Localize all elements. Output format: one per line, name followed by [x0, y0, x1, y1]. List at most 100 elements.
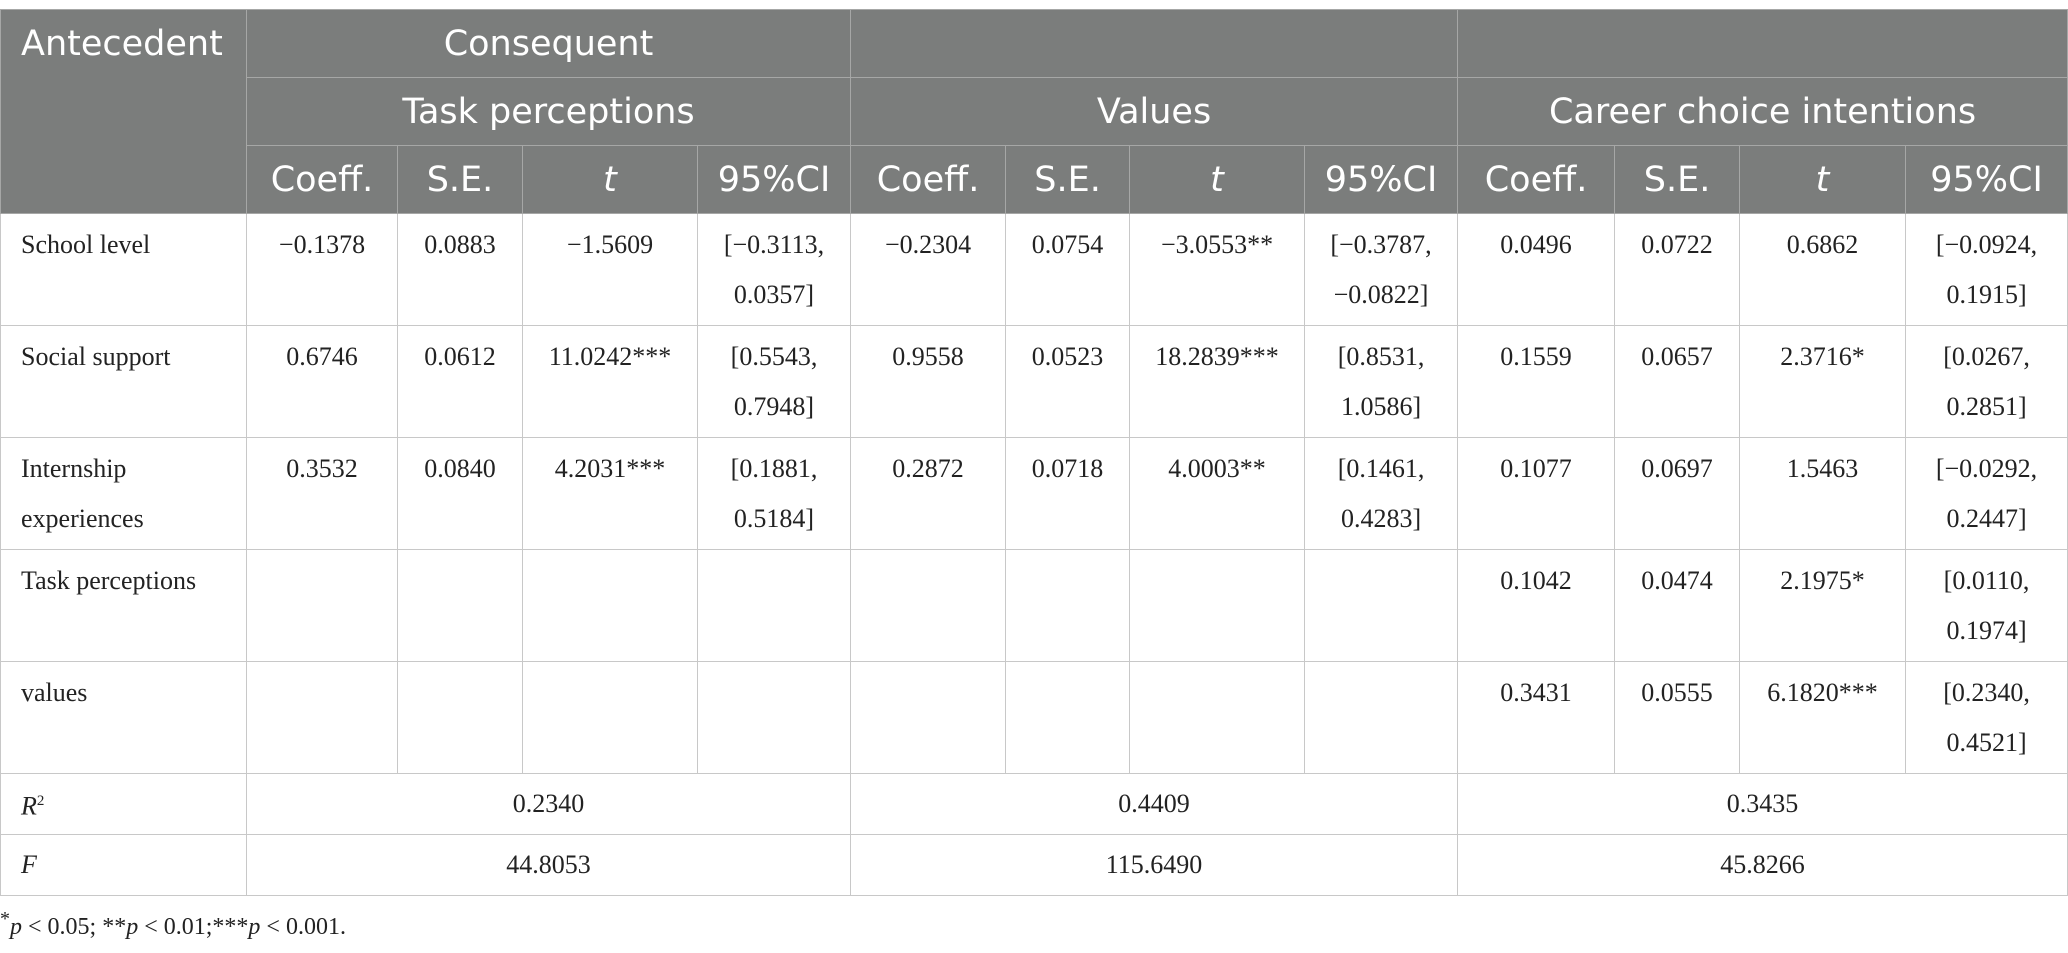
cell-empty — [1005, 549, 1131, 662]
cell-ci: [−0.3113, 0.0357] — [696, 213, 852, 326]
cell-ci: [−0.3787, −0.0822] — [1304, 213, 1459, 326]
row-label: Internship experiences — [0, 437, 247, 550]
cell-ci: [−0.0292, 0.2447] — [1905, 437, 2068, 550]
row-label: Social support — [0, 325, 247, 438]
col-header-se: S.E. — [1614, 145, 1741, 214]
cell-t: 18.2839*** — [1129, 325, 1306, 438]
r-squared-label: R2 — [0, 773, 247, 835]
cell-ci: [0.1461, 0.4283] — [1304, 437, 1459, 550]
cell-se: 0.0754 — [1005, 213, 1131, 326]
cell-ci: [−0.0924, 0.1915] — [1905, 213, 2068, 326]
cell-empty — [696, 661, 852, 774]
cell-empty — [397, 549, 523, 662]
cell-coeff: −0.1378 — [246, 213, 398, 326]
consequent-header: Consequent — [245, 9, 852, 78]
cell-t: −1.5609 — [522, 213, 698, 326]
group-header-task-perceptions: Task perceptions — [245, 77, 852, 146]
cell-se: 0.0722 — [1614, 213, 1741, 326]
col-header-coeff: Coeff. — [1457, 145, 1616, 214]
cell-t: 4.2031*** — [522, 437, 698, 550]
cell-t: 2.1975* — [1739, 549, 1907, 662]
cell-t: 6.1820*** — [1739, 661, 1907, 774]
cell-coeff: 0.1077 — [1457, 437, 1616, 550]
cell-empty — [1304, 549, 1459, 662]
table-footnote: *p < 0.05; **p < 0.01;***p < 0.001. — [0, 908, 346, 940]
cell-se: 0.0883 — [397, 213, 523, 326]
cell-coeff: 0.6746 — [246, 325, 398, 438]
col-header-t: t — [1129, 145, 1306, 214]
col-header-coeff: Coeff. — [246, 145, 398, 214]
col-header-ci: 95%CI — [1304, 145, 1459, 214]
cell-t: 2.3716* — [1739, 325, 1907, 438]
cell-coeff: 0.3532 — [246, 437, 398, 550]
cell-se: 0.0657 — [1614, 325, 1741, 438]
f-stat-values: 115.6490 — [850, 834, 1459, 896]
group-header-values: Values — [850, 77, 1459, 146]
cell-t: 1.5463 — [1739, 437, 1907, 550]
cell-empty — [397, 661, 523, 774]
cell-empty — [1304, 661, 1459, 774]
cell-empty — [1129, 549, 1306, 662]
cell-empty — [1129, 661, 1306, 774]
col-header-se: S.E. — [1005, 145, 1131, 214]
cell-coeff: 0.1559 — [1457, 325, 1616, 438]
cell-empty — [522, 661, 698, 774]
col-header-ci: 95%CI — [1905, 145, 2068, 214]
cell-empty — [1005, 661, 1131, 774]
cell-empty — [246, 661, 398, 774]
cell-ci: [0.0110, 0.1974] — [1905, 549, 2068, 662]
cell-coeff: −0.2304 — [850, 213, 1007, 326]
col-header-t: t — [1739, 145, 1907, 214]
cell-t: 4.0003** — [1129, 437, 1306, 550]
cell-coeff: 0.3431 — [1457, 661, 1616, 774]
cell-ci: [0.0267, 0.2851] — [1905, 325, 2068, 438]
cell-empty — [246, 549, 398, 662]
f-stat-career: 45.8266 — [1457, 834, 2068, 896]
header-blank-cell — [850, 9, 1459, 78]
row-label: values — [0, 661, 247, 774]
r-squared-career: 0.3435 — [1457, 773, 2068, 835]
col-header-t: t — [522, 145, 698, 214]
table-header: Antecedent Consequent Task perceptions V… — [0, 9, 2068, 214]
cell-coeff: 0.0496 — [1457, 213, 1616, 326]
f-stat-label: F — [0, 834, 247, 896]
cell-se: 0.0697 — [1614, 437, 1741, 550]
cell-ci: [0.2340, 0.4521] — [1905, 661, 2068, 774]
r-squared-values: 0.4409 — [850, 773, 1459, 835]
table-row: School level −0.1378 0.0883 −1.5609 [−0.… — [0, 213, 2068, 326]
table-body: School level −0.1378 0.0883 −1.5609 [−0.… — [0, 213, 2068, 896]
row-label: School level — [0, 213, 247, 326]
table-row: Task perceptions 0.1042 0.0474 2.1975* [… — [0, 549, 2068, 662]
cell-ci: [0.1881, 0.5184] — [696, 437, 852, 550]
table-row: Social support 0.6746 0.0612 11.0242*** … — [0, 325, 2068, 438]
group-header-career-choice: Career choice intentions — [1457, 77, 2068, 146]
table-row: Internship experiences 0.3532 0.0840 4.20… — [0, 437, 2068, 550]
cell-t: 11.0242*** — [522, 325, 698, 438]
table-row: values 0.3431 0.0555 6.1820*** [0.2340, 0… — [0, 661, 2068, 774]
cell-empty — [850, 661, 1007, 774]
row-label: Task perceptions — [0, 549, 247, 662]
col-header-se: S.E. — [397, 145, 523, 214]
header-blank-cell — [1457, 9, 2068, 78]
cell-empty — [696, 549, 852, 662]
cell-se: 0.0555 — [1614, 661, 1741, 774]
cell-empty — [522, 549, 698, 662]
cell-coeff: 0.1042 — [1457, 549, 1616, 662]
cell-coeff: 0.9558 — [850, 325, 1007, 438]
cell-se: 0.0718 — [1005, 437, 1131, 550]
cell-t: 0.6862 — [1739, 213, 1907, 326]
col-header-coeff: Coeff. — [850, 145, 1007, 214]
cell-ci: [0.8531, 1.0586] — [1304, 325, 1459, 438]
r-squared-row: R2 0.2340 0.4409 0.3435 — [0, 773, 2068, 835]
f-stat-row: F 44.8053 115.6490 45.8266 — [0, 834, 2068, 896]
r-squared-task: 0.2340 — [245, 773, 852, 835]
cell-empty — [850, 549, 1007, 662]
cell-t: −3.0553** — [1129, 213, 1306, 326]
cell-se: 0.0612 — [397, 325, 523, 438]
regression-table: Antecedent Consequent Task perceptions V… — [0, 9, 2068, 896]
cell-se: 0.0474 — [1614, 549, 1741, 662]
cell-se: 0.0840 — [397, 437, 523, 550]
cell-ci: [0.5543, 0.7948] — [696, 325, 852, 438]
cell-se: 0.0523 — [1005, 325, 1131, 438]
col-header-ci: 95%CI — [696, 145, 852, 214]
